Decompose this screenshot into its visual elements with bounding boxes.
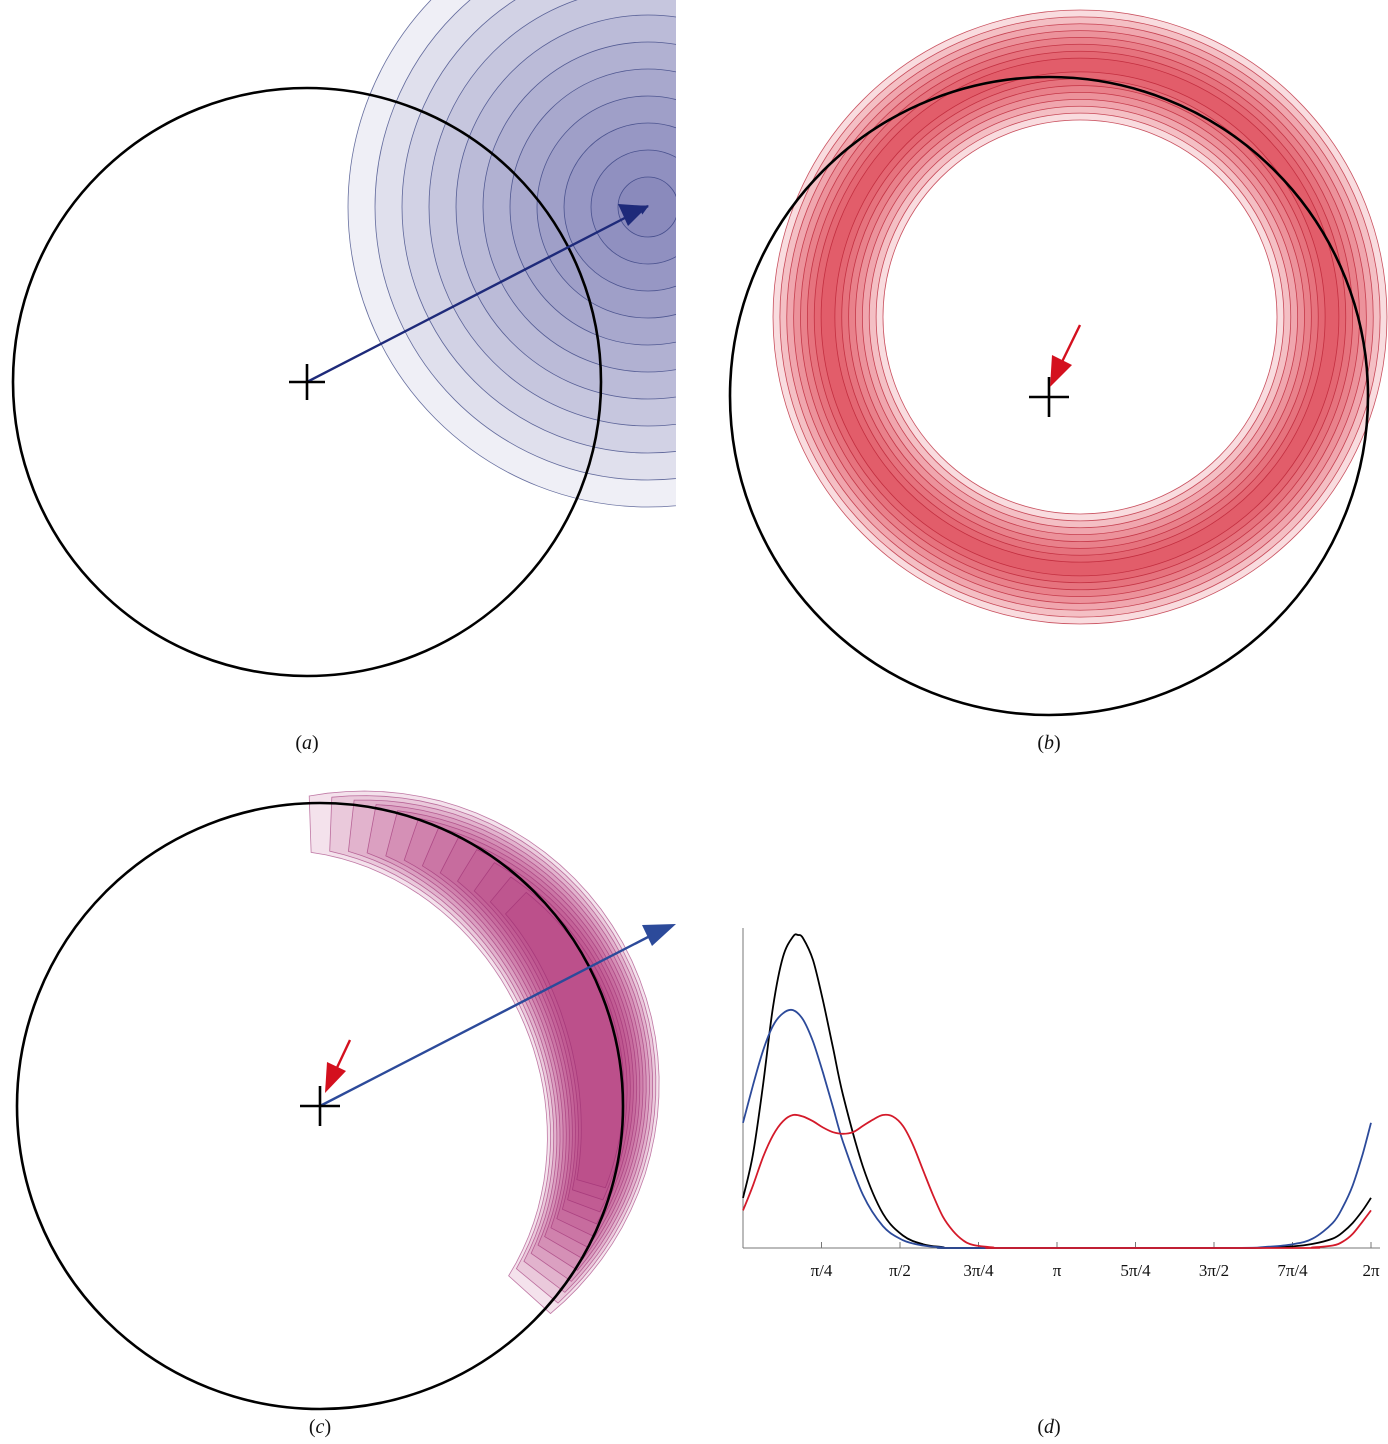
contour-a-level-5: [455, 14, 676, 400]
x-tick-label-5: 3π/2: [1199, 1261, 1229, 1280]
contour-a-level-1: [347, 0, 676, 508]
x-tick-label-6: 7π/4: [1277, 1261, 1308, 1280]
ring-b-level-6: [806, 44, 1354, 590]
series-line-1: [742, 1008, 1372, 1249]
series-line-2: [742, 1113, 1372, 1249]
crescent-c-level-8: [439, 837, 638, 1237]
crescent-c-level-5: [385, 810, 647, 1271]
ring-b-level-7: [813, 50, 1347, 584]
crescent-c-level-9: [456, 849, 634, 1225]
panel-c-blue-arrow: [319, 934, 651, 1108]
panel-d-chart: π/4 π/2 3π/4 π 5π/4 3π/2 7π/4 2π: [742, 928, 1380, 1280]
x-tick-label-3: π: [1053, 1261, 1062, 1280]
series-line-0: [742, 933, 1372, 1249]
ring-b-level-4: [793, 30, 1367, 604]
panel-a-reference-circle: [11, 86, 603, 678]
ring-b-level-5: [800, 37, 1360, 597]
caption-c: (c): [308, 1416, 332, 1438]
crescent-c-level-12: [504, 891, 625, 1189]
panel-c-blue-arrowhead: [642, 924, 676, 946]
contour-a-level-4: [428, 0, 676, 427]
contour-a-level-8: [536, 95, 676, 319]
ring-b-level-8: [820, 57, 1340, 577]
chart-series: [742, 933, 1372, 1249]
panel-a-center-cross: [289, 364, 325, 400]
panel-a: [11, 0, 676, 678]
x-tick-label-7: 2π: [1362, 1261, 1380, 1280]
ring-b-level-2: [779, 16, 1381, 618]
panel-c: [15, 790, 676, 1411]
crescent-c-level-1: [308, 790, 660, 1315]
panel-b-center-cross: [1029, 377, 1069, 417]
ring-b-level-3: [786, 23, 1374, 611]
x-tick-label-2: 3π/4: [963, 1261, 994, 1280]
panel-c-center-cross: [300, 1086, 340, 1126]
panel-b-ring-contours: [772, 9, 1388, 625]
panel-b-reference-circle: [728, 75, 1370, 717]
panel-b: [728, 9, 1388, 717]
x-tick-label-1: π/2: [889, 1261, 911, 1280]
chart-x-ticks: π/4 π/2 3π/4 π 5π/4 3π/2 7π/4 2π: [811, 1242, 1380, 1280]
x-tick-label-0: π/4: [811, 1261, 833, 1280]
panel-c-reference-circle: [15, 801, 625, 1411]
x-tick-label-4: 5π/4: [1120, 1261, 1151, 1280]
panel-b-red-arrowhead: [1050, 355, 1072, 387]
crescent-c-level-10: [473, 862, 631, 1213]
contour-a-level-6: [482, 41, 676, 373]
panel-c-red-arrowhead: [325, 1062, 346, 1093]
crescent-c-level-3: [347, 799, 653, 1293]
panel-a-vector-arrow: [306, 204, 649, 384]
panel-c-crescent-contours: [308, 790, 660, 1315]
crescent-c-level-2: [329, 795, 657, 1304]
contour-a-level-7: [509, 68, 676, 346]
caption-b: (b): [1037, 732, 1061, 754]
panel-a-arrowhead: [618, 204, 648, 226]
crescent-c-level-11: [489, 876, 628, 1201]
ring-b-level-1: [772, 9, 1388, 625]
caption-a: (a): [295, 732, 319, 754]
caption-d: (d): [1037, 1416, 1061, 1438]
